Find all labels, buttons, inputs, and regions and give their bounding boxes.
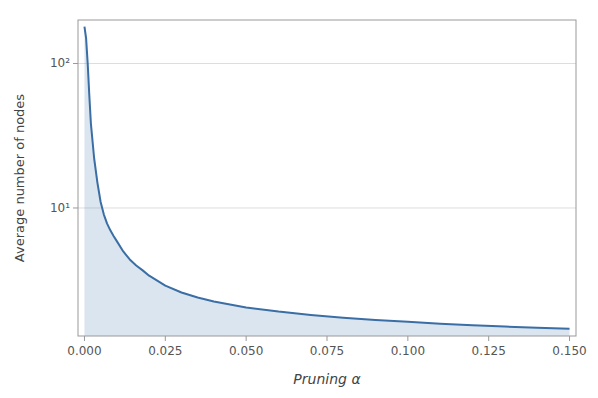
plot-area <box>84 27 569 336</box>
x-tick-label: 0.100 <box>391 344 425 358</box>
x-axis-label: Pruning α <box>293 371 361 387</box>
y-tick-label: 10¹ <box>50 201 70 215</box>
grid-line <box>78 207 576 208</box>
x-tick <box>165 336 166 341</box>
x-tick-label: 0.150 <box>552 344 586 358</box>
x-tick-label: 0.050 <box>229 344 263 358</box>
y-axis-label: Average number of nodes <box>12 94 27 262</box>
x-tick <box>84 336 85 341</box>
x-tick-label: 0.125 <box>472 344 506 358</box>
x-tick-label: 0.075 <box>310 344 344 358</box>
line <box>84 27 569 329</box>
y-tick <box>73 63 78 64</box>
x-tick <box>327 336 328 341</box>
area <box>84 27 569 336</box>
y-tick <box>73 207 78 208</box>
x-axis: 0.000 0.025 0.050 0.075 0.100 0.125 0.150 <box>67 336 586 358</box>
grid-line <box>78 63 576 64</box>
x-tick-label: 0.000 <box>67 344 101 358</box>
grid <box>78 63 576 207</box>
y-axis: 10¹ 10² <box>50 56 78 214</box>
plot-frame <box>78 20 576 336</box>
x-tick <box>488 336 489 341</box>
y-tick-label: 10² <box>50 56 70 70</box>
x-tick <box>569 336 570 341</box>
chart: 0.0000.0250.0500.0750.1000.1250.15010¹10… <box>0 0 598 398</box>
x-tick <box>407 336 408 341</box>
x-tick-label: 0.025 <box>148 344 182 358</box>
x-tick <box>246 336 247 341</box>
